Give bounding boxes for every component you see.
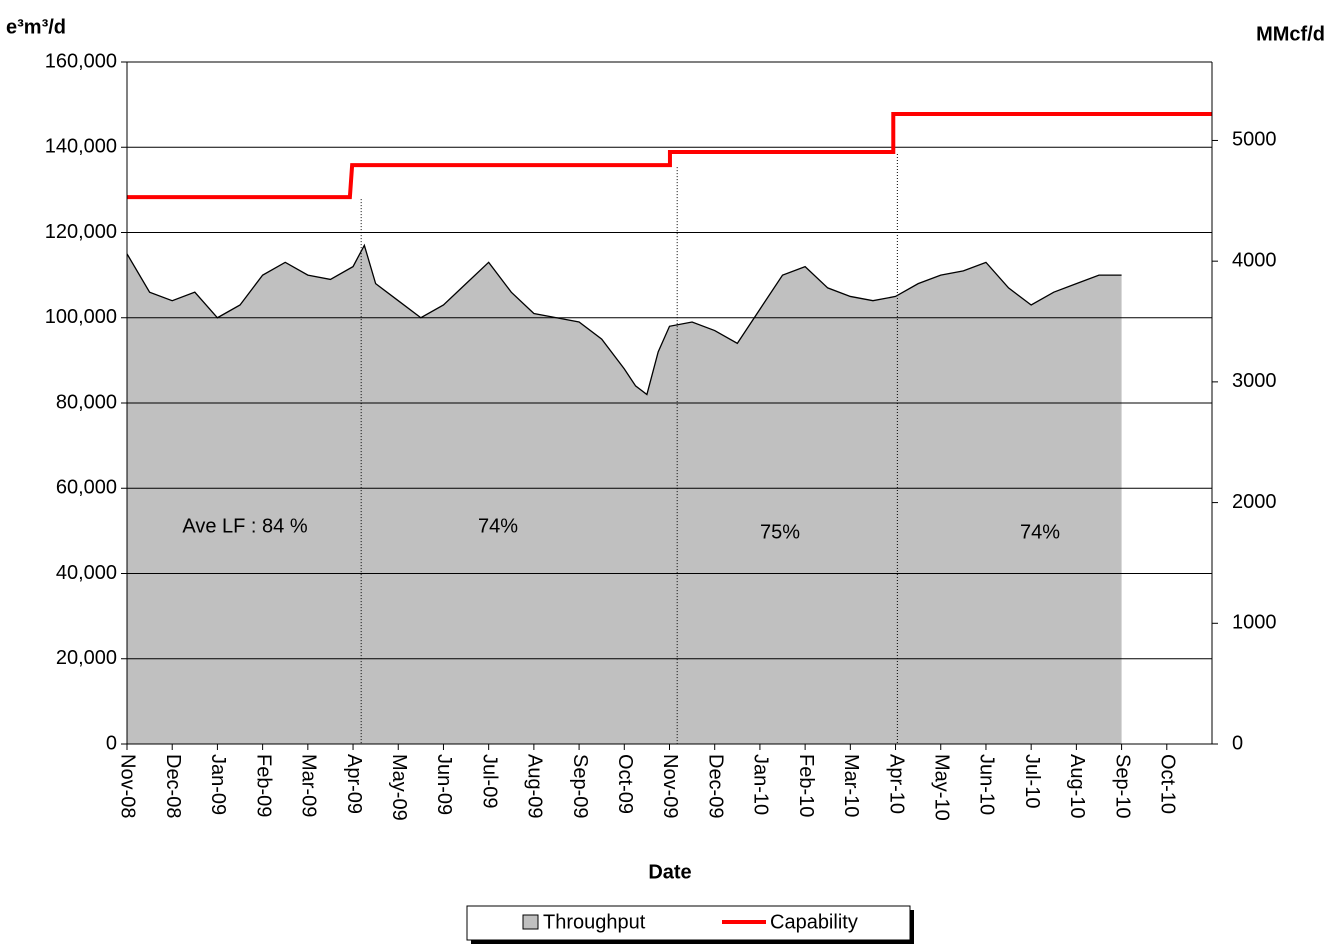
y-tick-label: 60,000 [56,477,117,499]
x-tick-label: Nov-09 [659,754,681,818]
x-tick-label: Oct-09 [614,754,636,814]
x-tick-label: Mar-10 [840,754,862,817]
y-tick-label: 120,000 [45,221,117,243]
x-tick-label: Dec-09 [704,754,726,818]
y2-tick-label: 4000 [1232,249,1277,271]
y2-axis-label: MMcf/d [1256,23,1325,45]
x-tick-label: Jul-09 [478,754,500,808]
x-tick-label: Jan-10 [750,754,772,815]
x-tick-label: Sep-09 [569,754,591,819]
x-axis-label: Date [648,861,691,883]
x-tick-label: Nov-08 [117,754,139,818]
x-tick-label: Feb-09 [252,754,274,817]
y-tick-label: 80,000 [56,391,117,413]
x-tick-label: Dec-08 [162,754,184,818]
x-tick-label: Jun-10 [976,754,998,815]
x-tick-label: Apr-09 [343,754,365,814]
x-tick-label: Feb-10 [795,754,817,817]
y-tick-label: 0 [106,732,117,754]
y-tick-label: 160,000 [45,50,117,72]
y-axis-label: e³m³/d [6,16,66,38]
legend-swatch [522,914,539,930]
x-tick-label: Aug-10 [1066,754,1088,819]
y-tick-label: 40,000 [56,562,117,584]
annotation: 74% [1020,521,1060,543]
y2-tick-label: 2000 [1232,491,1277,513]
y2-tick-label: 5000 [1232,129,1277,151]
y2-tick-label: 3000 [1232,370,1277,392]
x-tick-label: Jan-09 [207,754,229,815]
annotation: 75% [760,521,800,543]
legend-label: Capability [770,911,858,933]
y-tick-label: 100,000 [45,306,117,328]
y-tick-label: 140,000 [45,136,117,158]
x-tick-label: May-10 [930,754,952,821]
x-tick-label: Jun-09 [433,754,455,815]
annotation: Ave LF : 84 % [182,515,307,537]
x-tick-label: Sep-10 [1111,754,1133,819]
x-tick-label: May-09 [388,754,410,821]
x-tick-label: Mar-09 [298,754,320,817]
x-tick-label: Oct-10 [1157,754,1179,814]
legend [466,905,911,941]
annotation: 74% [478,515,518,537]
throughput-area [127,245,1122,744]
x-tick-label: Apr-10 [885,754,907,814]
y-tick-label: 20,000 [56,647,117,669]
y2-tick-label: 1000 [1232,612,1277,634]
capability-line [127,112,1212,200]
y2-tick-label: 0 [1232,732,1243,754]
x-tick-label: Jul-10 [1021,754,1043,808]
throughput-line [126,243,1122,396]
x-tick-label: Aug-09 [524,754,546,819]
legend-label: Throughput [543,911,646,933]
